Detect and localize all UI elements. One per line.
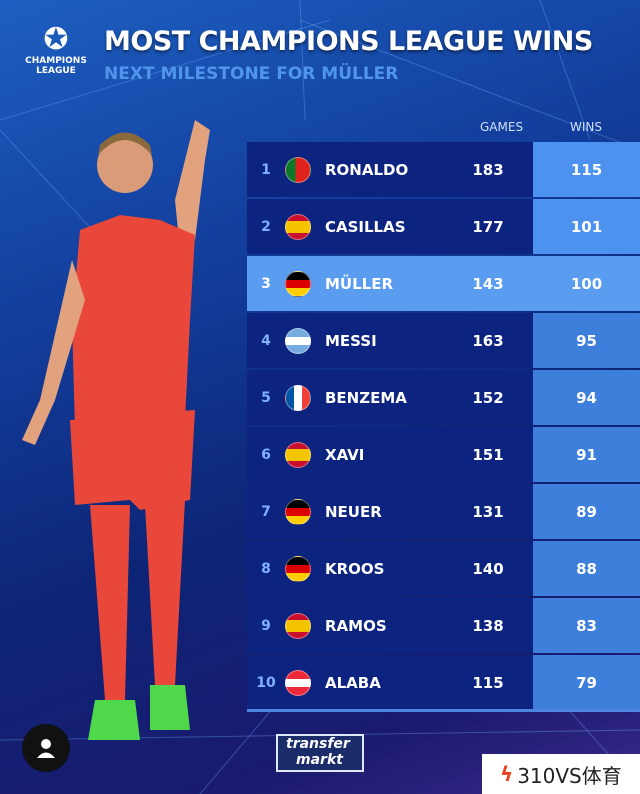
rank: 9 [261, 617, 271, 634]
spain-flag-icon [285, 213, 311, 240]
france-flag-icon [285, 384, 311, 411]
games-value: 151 [472, 445, 504, 464]
wins-value: 91 [533, 427, 640, 482]
transfermarkt-logo: transfer markt [276, 734, 364, 772]
portugal-flag-icon [285, 156, 311, 183]
table-row: 2 CASILLAS 177 101 [247, 199, 640, 254]
rank: 10 [256, 674, 276, 691]
column-header-wins: WINS [570, 120, 602, 134]
player-name: RAMOS [325, 616, 387, 635]
rank: 2 [261, 218, 271, 235]
games-value: 183 [472, 160, 504, 179]
spain-flag-icon [285, 441, 311, 468]
table-row: 10 ALABA 115 79 [247, 655, 640, 710]
wins-value: 79 [533, 655, 640, 710]
table-bottom-line [247, 709, 640, 712]
table-row: 4 MESSI 163 95 [247, 313, 640, 368]
player-name: RONALDO [325, 160, 409, 179]
table-row: 6 XAVI 151 91 [247, 427, 640, 482]
games-value: 152 [472, 388, 504, 407]
table-row: 1 RONALDO 183 115 [247, 142, 640, 197]
table-row: 3 MÜLLER 143 100 [247, 256, 640, 311]
rank: 3 [261, 275, 271, 292]
games-value: 131 [472, 502, 504, 521]
austria-flag-icon [285, 669, 311, 696]
brand-line1: transfer [286, 736, 350, 752]
rank: 1 [261, 161, 271, 178]
table-row: 8 KROOS 140 88 [247, 541, 640, 596]
watermark-logo-icon: ϟ [500, 762, 514, 786]
games-value: 115 [472, 673, 504, 692]
page-subtitle: NEXT MILESTONE FOR MÜLLER [104, 64, 399, 84]
player-name: BENZEMA [325, 388, 407, 407]
logo-text: CHAMPIONS LEAGUE [25, 56, 87, 76]
games-value: 140 [472, 559, 504, 578]
argentina-flag-icon [285, 327, 311, 354]
player-name: MESSI [325, 331, 377, 350]
wins-value: 89 [533, 484, 640, 539]
wins-value: 115 [533, 142, 640, 197]
games-value: 138 [472, 616, 504, 635]
germany-flag-icon [285, 555, 311, 582]
table-row: 7 NEUER 131 89 [247, 484, 640, 539]
germany-flag-icon [285, 270, 311, 297]
table-row: 5 BENZEMA 152 94 [247, 370, 640, 425]
player-name: KROOS [325, 559, 385, 578]
wins-value: 94 [533, 370, 640, 425]
rank: 8 [261, 560, 271, 577]
player-name: NEUER [325, 502, 382, 521]
player-photo [22, 120, 210, 740]
player-name: MÜLLER [325, 274, 394, 293]
brand-line2: markt [296, 752, 343, 768]
germany-flag-icon [285, 498, 311, 525]
wins-value: 100 [570, 274, 603, 293]
rank: 7 [261, 503, 271, 520]
player-name: XAVI [325, 445, 365, 464]
wins-value: 101 [533, 199, 640, 254]
column-header-games: GAMES [480, 120, 524, 134]
rank: 6 [261, 446, 271, 463]
games-value: 163 [472, 331, 504, 350]
spain-flag-icon [285, 612, 311, 639]
player-name: ALABA [325, 673, 381, 692]
wins-value: 95 [533, 313, 640, 368]
starball-icon: ✪ [43, 22, 69, 57]
player-name: CASILLAS [325, 217, 406, 236]
champions-league-logo: ✪ CHAMPIONS LEAGUE [18, 22, 94, 77]
wins-value: 88 [533, 541, 640, 596]
wins-value: 83 [533, 598, 640, 653]
rank: 4 [261, 332, 271, 349]
rank: 5 [261, 389, 271, 406]
profile-button[interactable] [22, 724, 70, 772]
user-icon [37, 739, 55, 758]
table-row: 9 RAMOS 138 83 [247, 598, 640, 653]
page-title: MOST CHAMPIONS LEAGUE WINS [104, 26, 593, 57]
watermark-text: 310VS体育 [517, 763, 622, 788]
watermark: ϟ 310VS体育 [482, 754, 640, 794]
rankings-table: 1 RONALDO 183 115 2 CASILLAS 177 101 3 MÜL… [247, 142, 640, 712]
games-value: 177 [472, 217, 504, 236]
games-value: 143 [472, 274, 504, 293]
